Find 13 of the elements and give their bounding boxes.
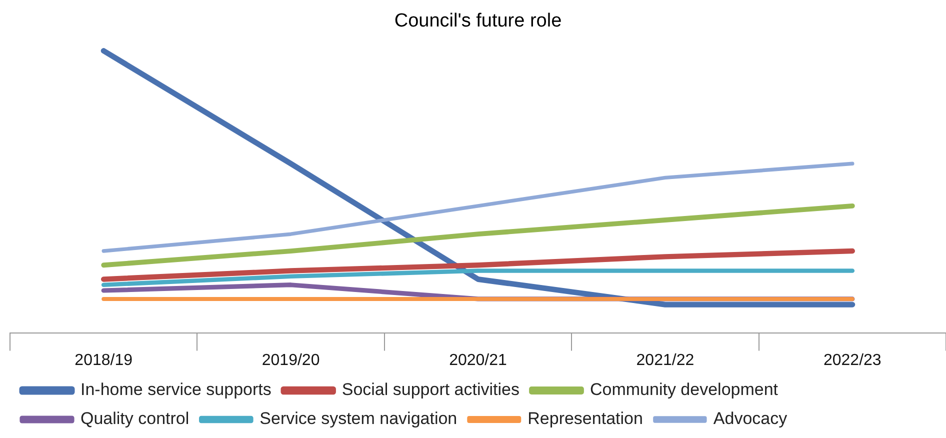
x-tick-label: 2018/19 xyxy=(74,352,133,369)
chart-title: Council's future role xyxy=(394,10,562,32)
legend-label: Service system navigation xyxy=(260,409,458,428)
legend-label: Representation xyxy=(528,409,643,428)
x-tick-label: 2022/23 xyxy=(823,352,882,369)
x-tick-label: 2021/22 xyxy=(636,352,694,369)
x-tick-label: 2020/21 xyxy=(449,352,508,369)
legend-label: Quality control xyxy=(80,409,190,428)
legend-label: Community development xyxy=(590,380,778,400)
x-tick-label: 2019/20 xyxy=(262,352,320,369)
legend-label: Advocacy xyxy=(713,409,788,428)
legend-label: In-home service supports xyxy=(80,380,272,400)
legend-label: Social support activities xyxy=(342,380,520,400)
